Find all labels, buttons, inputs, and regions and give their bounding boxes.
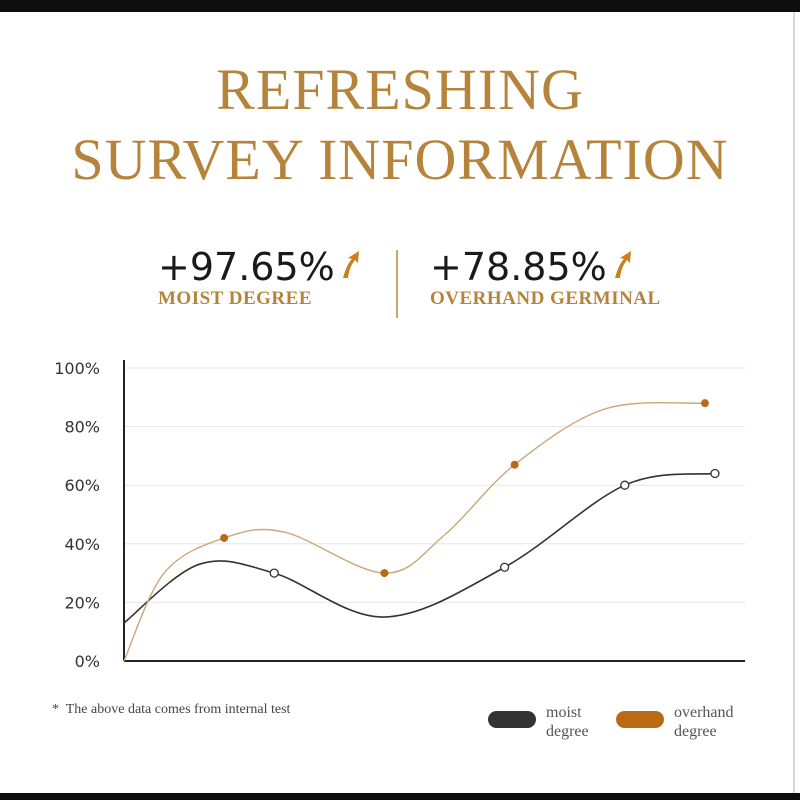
title-line-2: SURVEY INFORMATION <box>71 127 729 192</box>
top-border <box>0 0 800 12</box>
y-tick-label: 60% <box>64 476 100 495</box>
legend-moist-line1: moist <box>546 704 582 721</box>
y-tick-label: 40% <box>64 535 100 554</box>
footnote-text: The above data comes from internal test <box>65 702 291 717</box>
moist-data-point <box>499 562 510 572</box>
y-tick-label: 20% <box>64 593 100 612</box>
stat-moist-label: MOIST DEGREE <box>158 288 312 309</box>
bottom-border <box>0 793 800 800</box>
moist-data-point <box>710 468 720 479</box>
y-tick-label: 100% <box>54 359 100 378</box>
legend-swatch-overhand <box>616 711 664 728</box>
footnote-mark: * <box>52 702 59 717</box>
legend-overhand-line1: overhand <box>674 704 734 721</box>
legend-label-overhand: overhand degree <box>674 703 754 741</box>
trend-up-arrow-icon <box>611 244 633 290</box>
legend-overhand-line2: degree <box>674 723 717 740</box>
legend-swatch-moist <box>488 711 536 728</box>
stat-overhand: +78.85% OVERHAND GERMINAL <box>430 244 661 310</box>
stat-overhand-value: +78.85% <box>430 245 607 289</box>
y-tick-label: 80% <box>64 418 100 437</box>
overhand-data-point <box>700 399 709 408</box>
legend-item-overhand: overhand degree <box>616 703 754 741</box>
overhand-data-point <box>510 460 519 469</box>
stat-moist-value-row: +97.65% <box>158 244 361 290</box>
stat-overhand-label: OVERHAND GERMINAL <box>430 288 661 309</box>
stat-overhand-value-row: +78.85% <box>430 244 661 290</box>
legend-label-moist: moist degree <box>546 703 626 741</box>
overhand-degree-line <box>123 401 705 662</box>
moist-degree-line <box>123 472 716 624</box>
title-line-1: REFRESHING <box>216 57 584 122</box>
overhand-data-point <box>220 533 229 542</box>
y-tick-label: 0% <box>75 652 100 671</box>
right-edge-line <box>793 12 795 793</box>
moist-data-point <box>269 568 279 578</box>
overhand-data-point <box>380 569 389 578</box>
legend-item-moist: moist degree <box>488 703 626 741</box>
moist-data-point <box>620 480 630 490</box>
trend-up-arrow-icon <box>339 244 361 290</box>
stat-moist: +97.65% MOIST DEGREE <box>158 244 361 310</box>
stat-divider <box>396 250 398 318</box>
legend-moist-line2: degree <box>546 723 589 740</box>
stat-moist-value: +97.65% <box>158 245 335 289</box>
footnote: * The above data comes from internal tes… <box>52 702 290 718</box>
